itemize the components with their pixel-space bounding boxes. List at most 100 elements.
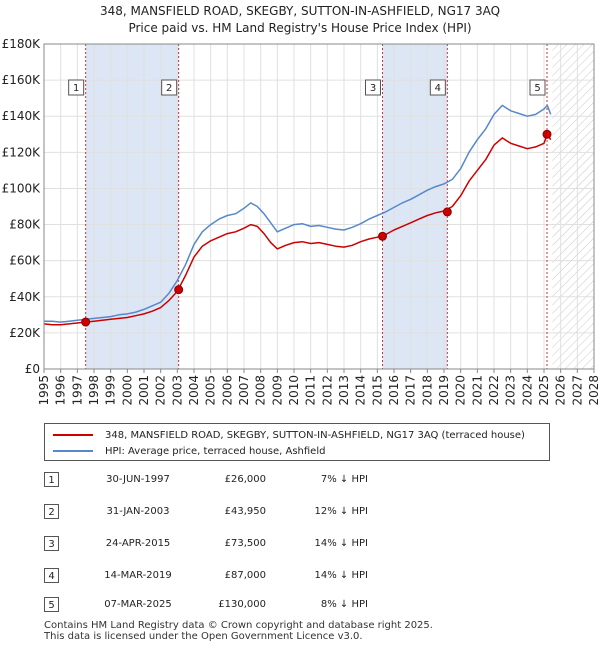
y-tick-label: £140K	[2, 109, 42, 123]
x-tick-label: 2016	[387, 375, 401, 406]
sale-number-badge: 1	[44, 472, 59, 487]
x-tick-label: 2010	[287, 375, 301, 406]
sale-price: £87,000	[224, 570, 266, 581]
y-tick-label: £120K	[2, 145, 42, 159]
x-tick-label: 2003	[170, 375, 184, 406]
plot-frame	[43, 43, 595, 370]
x-tick-label: 2024	[520, 375, 534, 406]
x-tick-label: 2020	[454, 375, 468, 406]
x-tick-label: 2025	[537, 375, 551, 406]
x-tick-label: 1999	[104, 375, 118, 406]
sale-date: 31-JAN-2003	[106, 506, 170, 517]
sale-row: 1 30-JUN-1997 £26,000 7% ↓ HPI	[44, 472, 564, 490]
x-tick-label: 2027	[570, 375, 584, 406]
sale-row: 2 31-JAN-2003 £43,950 12% ↓ HPI	[44, 504, 564, 522]
sale-hpi-diff: 14% ↓ HPI	[314, 570, 368, 581]
legend-item-hpi: HPI: Average price, terraced house, Ashf…	[53, 444, 325, 458]
y-tick-label: £180K	[2, 37, 42, 51]
x-tick-label: 2009	[270, 375, 284, 406]
sale-number-badge: 2	[44, 504, 59, 519]
sale-marker-label: 4	[435, 83, 441, 94]
legend-label-hpi: HPI: Average price, terraced house, Ashf…	[105, 445, 326, 457]
legend-swatch-hpi	[53, 450, 93, 452]
x-tick-label: 2028	[587, 375, 600, 406]
sale-marker-box	[429, 79, 446, 96]
series-line-property	[44, 133, 552, 326]
x-tick-label: 2023	[504, 375, 518, 406]
x-tick-label: 1997	[70, 375, 84, 406]
sale-price: £43,950	[224, 506, 266, 517]
future-hatch	[552, 44, 594, 369]
sale-hpi-diff: 7% ↓ HPI	[320, 474, 368, 485]
sale-hpi-diff: 8% ↓ HPI	[320, 599, 368, 610]
x-tick-label: 2017	[404, 375, 418, 406]
y-tick-label: £60K	[9, 254, 41, 268]
sale-point	[542, 129, 552, 139]
x-tick-label: 2000	[120, 375, 134, 406]
sale-hpi-diff: 12% ↓ HPI	[314, 506, 368, 517]
sale-date: 30-JUN-1997	[106, 474, 170, 485]
x-tick-label: 2018	[420, 375, 434, 406]
sale-marker-box	[365, 79, 381, 96]
sale-row: 4 14-MAR-2019 £87,000 14% ↓ HPI	[44, 568, 564, 586]
y-tick-label: £160K	[2, 73, 42, 87]
sale-marker-label: 3	[370, 83, 376, 94]
x-tick-label: 2013	[337, 375, 351, 406]
sale-price: £73,500	[224, 538, 266, 549]
x-tick-label: 2012	[320, 375, 334, 406]
price-chart: 1 2 3 4 5 £0 £20K £40K £60K £80K £100K £120K £140K £…	[2, 37, 600, 406]
x-tick-label: 1995	[37, 375, 51, 406]
sale-date: 07-MAR-2025	[104, 599, 172, 610]
sale-date: 14-MAR-2019	[104, 570, 172, 581]
x-tick-label: 2021	[470, 375, 484, 406]
sale-marker-label: 1	[73, 83, 79, 94]
sale-marker-label: 5	[534, 83, 540, 94]
chart-subtitle: Price paid vs. HM Land Registry's House …	[128, 21, 472, 35]
x-tick-label: 2022	[487, 375, 501, 406]
sale-point	[81, 317, 91, 327]
sale-hpi-diff: 14% ↓ HPI	[314, 538, 368, 549]
footer-copyright: Contains HM Land Registry data © Crown c…	[44, 620, 433, 631]
x-tick-label: 2006	[220, 375, 234, 406]
shaded-period	[85, 44, 179, 369]
sale-row: 3 24-APR-2015 £73,500 14% ↓ HPI	[44, 536, 564, 554]
sale-row: 5 07-MAR-2025 £130,000 8% ↓ HPI	[44, 597, 564, 615]
sale-marker-label: 2	[166, 83, 172, 94]
sale-marker-box	[529, 79, 546, 96]
x-tick-label: 2004	[187, 375, 201, 406]
sale-price: £26,000	[224, 474, 266, 485]
sale-point	[378, 231, 387, 241]
legend-label-property: 348, MANSFIELD ROAD, SKEGBY, SUTTON-IN-A…	[105, 429, 525, 441]
legend-swatch-property	[53, 434, 93, 436]
x-tick-label: 2014	[354, 375, 368, 406]
sale-date: 24-APR-2015	[105, 538, 171, 549]
legend-item-property: 348, MANSFIELD ROAD, SKEGBY, SUTTON-IN-A…	[53, 428, 525, 442]
x-tick-label: 2008	[254, 375, 268, 406]
shaded-period	[382, 44, 448, 369]
series-line-hpi	[44, 104, 552, 323]
y-tick-label: £20K	[9, 326, 41, 340]
sale-marker-box	[68, 79, 85, 96]
y-tick-label: £100K	[2, 181, 42, 195]
x-tick-label: 2011	[304, 375, 318, 406]
x-tick-label: 2007	[237, 375, 251, 406]
sale-number-badge: 3	[44, 536, 59, 551]
x-tick-label: 1998	[87, 375, 101, 406]
legend: 348, MANSFIELD ROAD, SKEGBY, SUTTON-IN-A…	[44, 423, 550, 461]
sale-number-badge: 4	[44, 568, 59, 583]
x-tick-label: 2005	[204, 375, 218, 406]
chart-title: 348, MANSFIELD ROAD, SKEGBY, SUTTON-IN-A…	[99, 4, 501, 18]
sale-price: £130,000	[218, 599, 266, 610]
y-tick-label: £40K	[9, 290, 41, 304]
sale-point	[174, 285, 184, 295]
y-tick-label: £80K	[9, 218, 41, 232]
x-tick-label: 2026	[554, 375, 568, 406]
x-tick-label: 2002	[154, 375, 168, 406]
footer-licence: This data is licensed under the Open Gov…	[44, 631, 363, 642]
sale-number-badge: 5	[44, 597, 59, 612]
sale-point	[442, 207, 452, 217]
x-tick-label: 1996	[54, 375, 68, 406]
y-tick-label: £0	[25, 362, 40, 376]
x-tick-label: 2019	[437, 375, 451, 406]
x-tick-label: 2015	[370, 375, 384, 406]
